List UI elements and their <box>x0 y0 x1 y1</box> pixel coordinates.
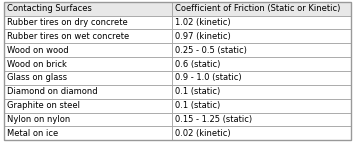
Bar <box>4 57 172 71</box>
Text: 0.1 (static): 0.1 (static) <box>175 101 220 110</box>
Bar <box>172 126 351 140</box>
Text: Coefficient of Friction (Static or Kinetic): Coefficient of Friction (Static or Kinet… <box>175 4 340 13</box>
Text: Metal on ice: Metal on ice <box>7 129 58 138</box>
Bar <box>4 2 172 16</box>
Bar <box>4 99 172 113</box>
Text: Wood on brick: Wood on brick <box>7 60 67 69</box>
Text: Wood on wood: Wood on wood <box>7 46 69 55</box>
Bar <box>4 126 172 140</box>
Bar <box>172 85 351 99</box>
Bar <box>172 71 351 85</box>
Bar <box>172 16 351 29</box>
Text: Rubber tires on wet concrete: Rubber tires on wet concrete <box>7 32 129 41</box>
Bar <box>172 99 351 113</box>
Bar <box>172 113 351 126</box>
Text: 0.02 (kinetic): 0.02 (kinetic) <box>175 129 230 138</box>
Text: Graphite on steel: Graphite on steel <box>7 101 80 110</box>
Bar <box>172 57 351 71</box>
Text: 0.6 (static): 0.6 (static) <box>175 60 220 69</box>
Text: Rubber tires on dry concrete: Rubber tires on dry concrete <box>7 18 127 27</box>
Text: 0.1 (static): 0.1 (static) <box>175 87 220 96</box>
Bar <box>4 29 172 43</box>
Text: 0.97 (kinetic): 0.97 (kinetic) <box>175 32 230 41</box>
Bar <box>4 85 172 99</box>
Text: Nylon on nylon: Nylon on nylon <box>7 115 70 124</box>
Text: 1.02 (kinetic): 1.02 (kinetic) <box>175 18 230 27</box>
Bar <box>172 2 351 16</box>
Bar <box>4 71 172 85</box>
Text: Glass on glass: Glass on glass <box>7 73 67 82</box>
Text: 0.9 - 1.0 (static): 0.9 - 1.0 (static) <box>175 73 241 82</box>
Bar <box>4 113 172 126</box>
Text: 0.25 - 0.5 (static): 0.25 - 0.5 (static) <box>175 46 247 55</box>
Bar <box>172 43 351 57</box>
Bar <box>172 29 351 43</box>
Text: 0.15 - 1.25 (static): 0.15 - 1.25 (static) <box>175 115 252 124</box>
Text: Contacting Surfaces: Contacting Surfaces <box>7 4 92 13</box>
Text: Diamond on diamond: Diamond on diamond <box>7 87 97 96</box>
Bar <box>4 43 172 57</box>
Bar <box>4 16 172 29</box>
